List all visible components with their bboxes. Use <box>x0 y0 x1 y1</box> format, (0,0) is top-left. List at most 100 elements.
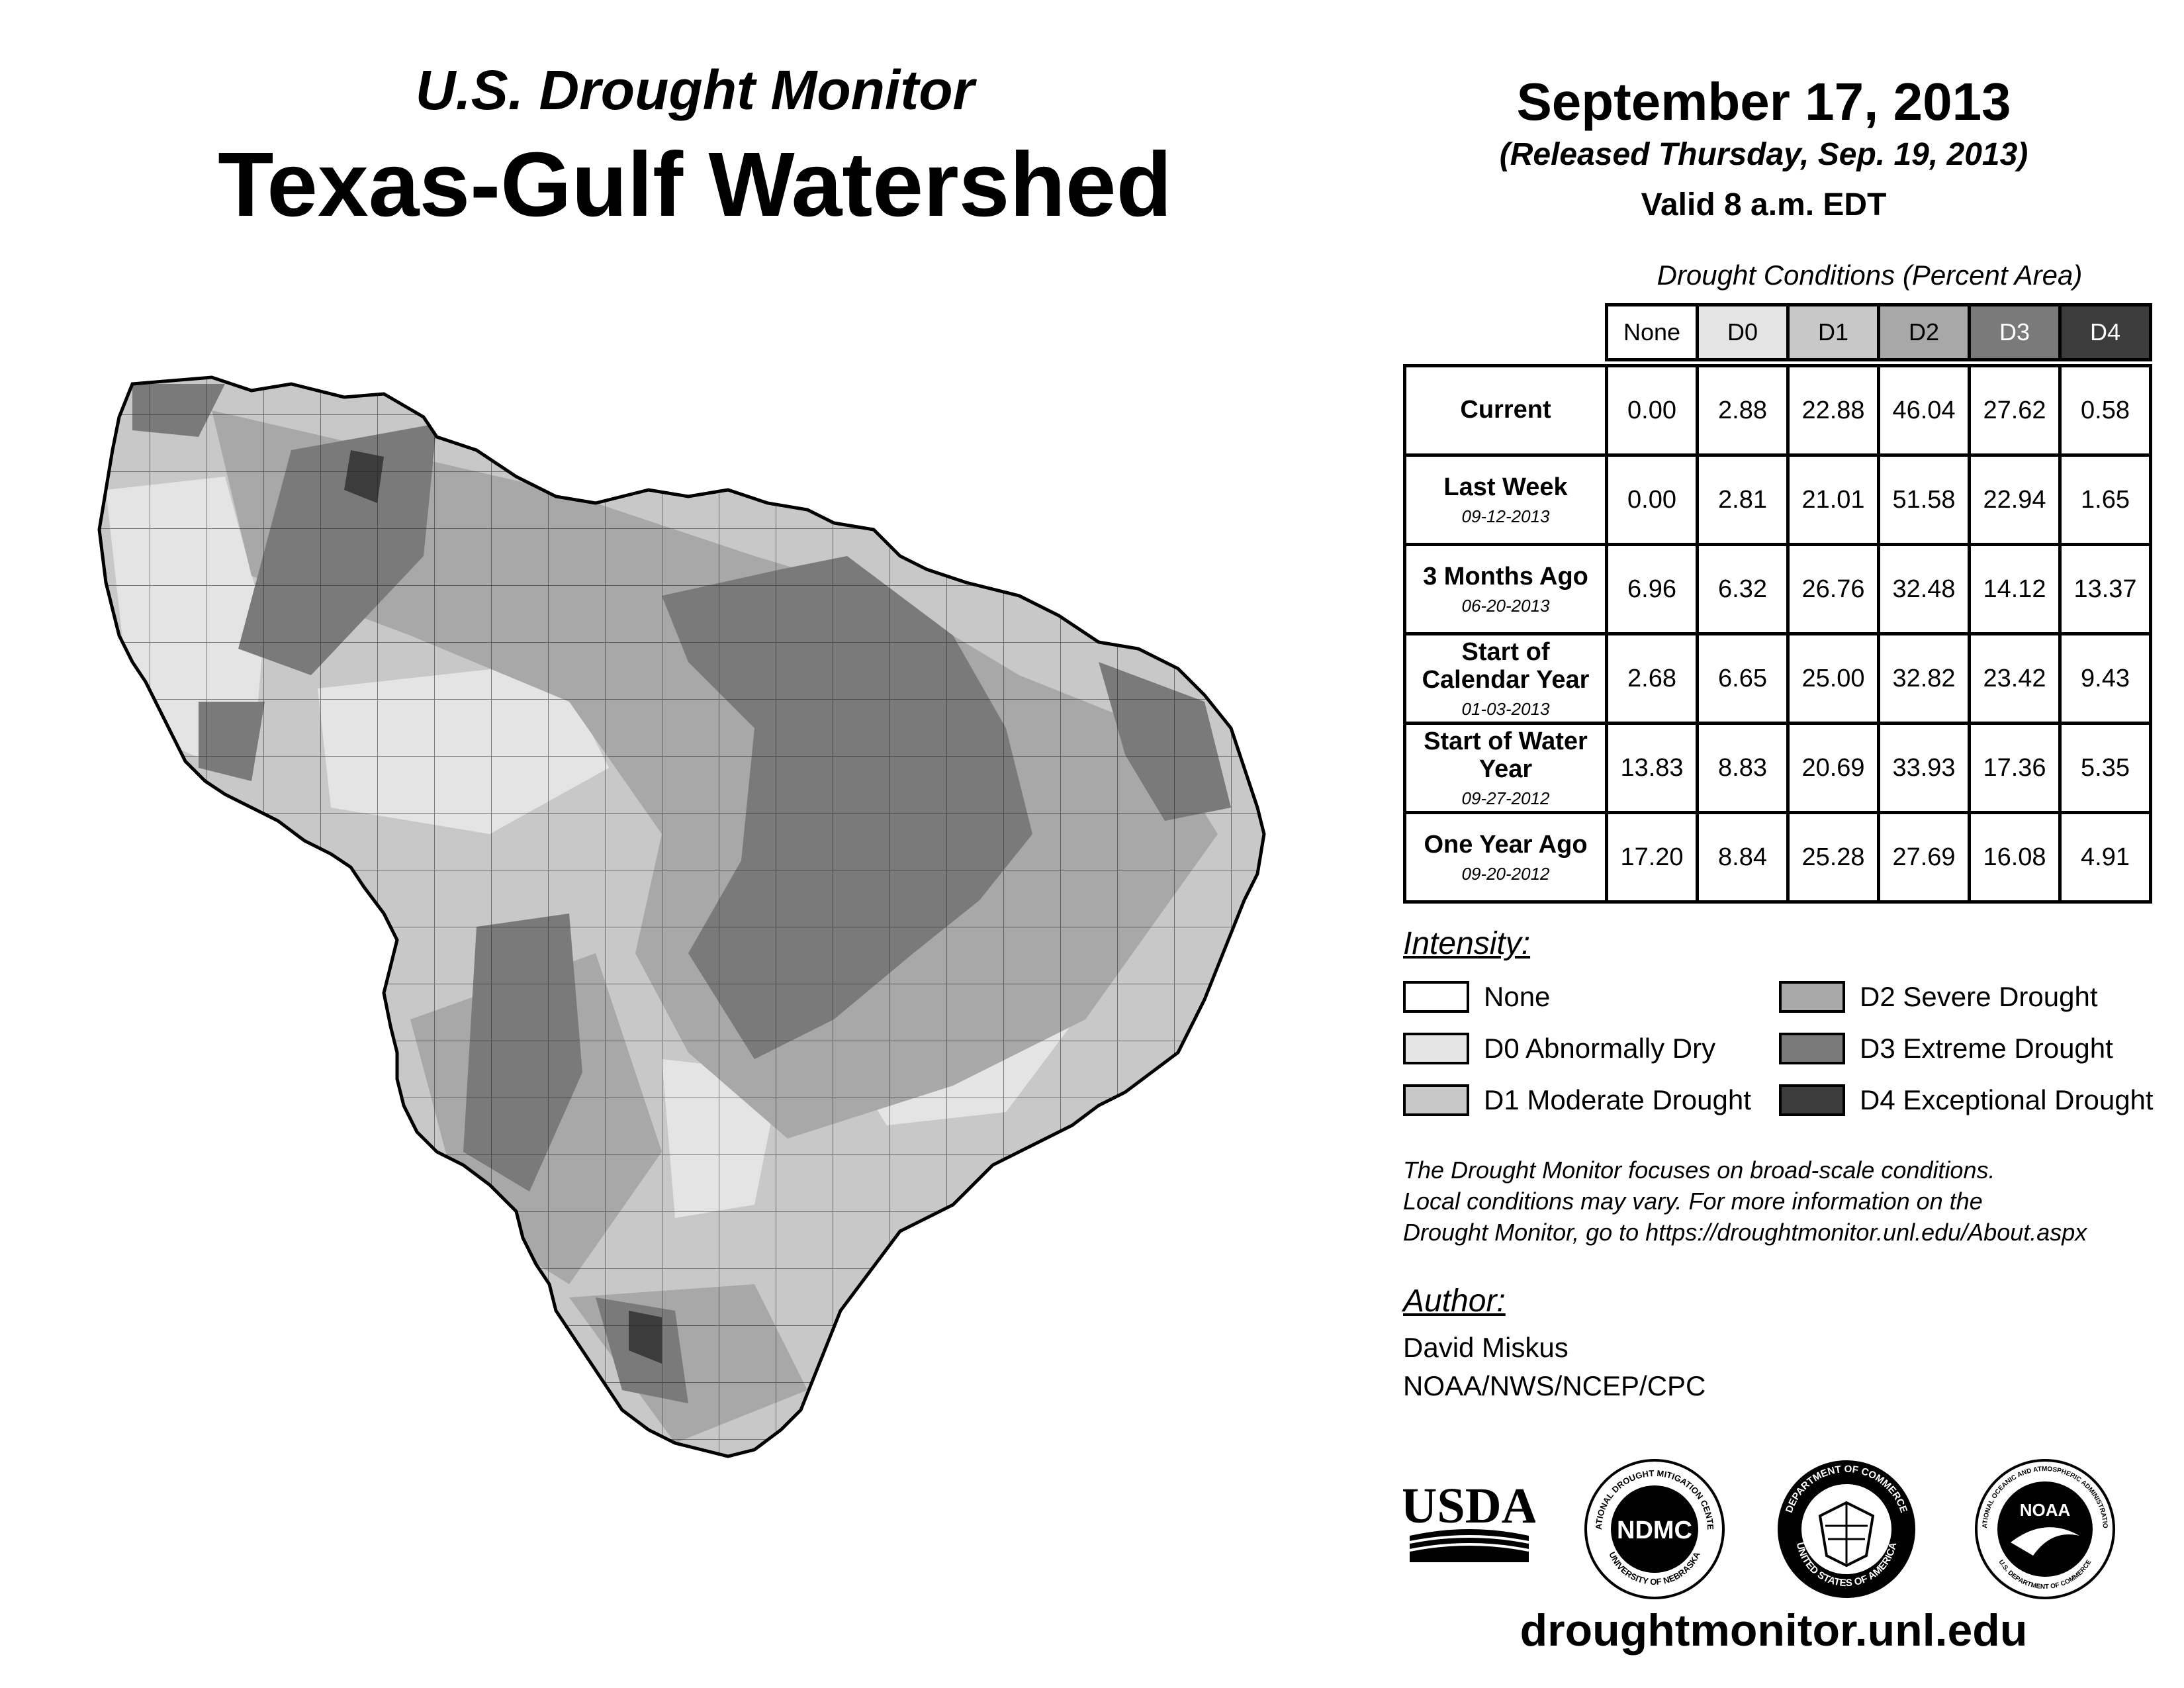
cell-value: 8.83 <box>1696 722 1790 814</box>
cell-value: 33.93 <box>1877 722 1971 814</box>
cell-value: 20.69 <box>1786 722 1880 814</box>
table-header-row: None D0 D1 D2 D3 D4 <box>1405 303 2152 361</box>
legend-label: D0 Abnormally Dry <box>1484 1033 1716 1064</box>
note-line: Local conditions may vary. For more info… <box>1403 1188 1983 1215</box>
cell-value: 25.00 <box>1786 632 1880 725</box>
table-row: 3 Months Ago 06-20-2013 6.96 6.32 26.76 3… <box>1403 543 2152 635</box>
cell-value: 22.88 <box>1786 364 1880 457</box>
drought-conditions-table: None D0 D1 D2 D3 D4 Current 0.00 2.88 22… <box>1403 303 2152 904</box>
row-label-text: Start of Calendar Year <box>1422 637 1590 694</box>
disclaimer-note: The Drought Monitor focuses on broad-sca… <box>1403 1154 2171 1248</box>
table-row: Current 0.00 2.88 22.88 46.04 27.62 0.58 <box>1403 364 2152 457</box>
commerce-seal: DEPARTMENT OF COMMERCE UNITED STATES OF … <box>1778 1460 1915 1598</box>
legend-item-d0: D0 Abnormally Dry <box>1403 1030 1715 1067</box>
map-title: Texas-Gulf Watershed <box>218 134 1172 236</box>
row-date: 06-20-2013 <box>1461 595 1550 616</box>
row-date: 01-03-2013 <box>1461 698 1550 719</box>
cell-value: 5.35 <box>2058 722 2152 814</box>
row-label: Last Week 09-12-2013 <box>1403 453 1608 546</box>
legend-swatch <box>1779 1084 1845 1116</box>
row-date: 09-12-2013 <box>1461 506 1550 526</box>
ndmc-logo: NATIONAL DROUGHT MITIGATION CENTER UNIVE… <box>1582 1456 1725 1599</box>
cell-value: 9.43 <box>2058 632 2152 725</box>
note-line: The Drought Monitor focuses on broad-sca… <box>1403 1156 1995 1184</box>
legend-label: D3 Extreme Drought <box>1860 1033 2113 1064</box>
row-label-text: Start of Water Year <box>1424 727 1588 783</box>
author-name: David Miskus <box>1403 1332 1569 1363</box>
release-date: (Released Thursday, Sep. 19, 2013) <box>1499 137 2028 172</box>
table-corner <box>1405 305 1607 360</box>
agency-logos: USDA NATIONAL DROUGHT MITIGATION CENTER … <box>1403 1450 2144 1609</box>
row-label: 3 Months Ago 06-20-2013 <box>1403 543 1608 635</box>
noaa-logo: NATIONAL OCEANIC AND ATMOSPHERIC ADMINIS… <box>1972 1456 2115 1599</box>
legend-item-none: None <box>1403 978 1550 1015</box>
note-line: Drought Monitor, go to https://droughtmo… <box>1403 1219 2087 1246</box>
cell-value: 2.68 <box>1605 632 1699 725</box>
cell-value: 1.65 <box>2058 453 2152 546</box>
row-label-text: 3 Months Ago <box>1423 562 1588 590</box>
map-date: September 17, 2013 <box>1516 72 2011 131</box>
row-date: 09-20-2012 <box>1461 863 1550 884</box>
cell-value: 26.76 <box>1786 543 1880 635</box>
col-header-d1: D1 <box>1786 303 1880 361</box>
drought-shading <box>99 377 1264 1456</box>
cell-value: 2.81 <box>1696 453 1790 546</box>
cell-value: 4.91 <box>2058 811 2152 904</box>
subtitle: U.S. Drought Monitor <box>415 59 975 121</box>
table-row: Start of Water Year 09-27-2012 13.83 8.83… <box>1403 722 2152 814</box>
cell-value: 27.62 <box>1968 364 2062 457</box>
row-label-text: One Year Ago <box>1424 830 1588 859</box>
table-row: Last Week 09-12-2013 0.00 2.81 21.01 51.5… <box>1403 453 2152 546</box>
cell-value: 0.00 <box>1605 364 1699 457</box>
noaa-logo-text: NOAA <box>2020 1500 2071 1520</box>
cell-value: 14.12 <box>1968 543 2062 635</box>
usda-logo: USDA <box>1403 1478 1535 1562</box>
cell-value: 0.58 <box>2058 364 2152 457</box>
cell-value: 13.37 <box>2058 543 2152 635</box>
col-header-d3: D3 <box>1968 303 2062 361</box>
legend-label: D1 Moderate Drought <box>1484 1084 1751 1115</box>
row-label: Current <box>1403 364 1608 457</box>
intensity-legend: None D0 Abnormally Dry D1 Moderate Droug… <box>1403 978 2184 1137</box>
valid-time: Valid 8 a.m. EDT <box>1641 187 1887 222</box>
table-caption: Drought Conditions (Percent Area) <box>1657 259 2083 291</box>
cell-value: 32.48 <box>1877 543 1971 635</box>
legend-item-d3: D3 Extreme Drought <box>1779 1030 2113 1067</box>
row-label: One Year Ago 09-20-2012 <box>1403 811 1608 904</box>
cell-value: 8.84 <box>1696 811 1790 904</box>
ndmc-logo-text: NDMC <box>1617 1517 1692 1544</box>
legend-item-d4: D4 Exceptional Drought <box>1779 1082 2154 1119</box>
author-org: NOAA/NWS/NCEP/CPC <box>1403 1370 1706 1401</box>
cell-value: 0.00 <box>1605 453 1699 546</box>
cell-value: 17.36 <box>1968 722 2062 814</box>
legend-swatch <box>1403 981 1469 1013</box>
cell-value: 22.94 <box>1968 453 2062 546</box>
cell-value: 23.42 <box>1968 632 2062 725</box>
legend-swatch <box>1779 1033 1845 1064</box>
footer-url[interactable]: droughtmonitor.unl.edu <box>1520 1605 2028 1656</box>
col-header-d2: D2 <box>1877 303 1971 361</box>
legend-item-d2: D2 Severe Drought <box>1779 978 2098 1015</box>
cell-value: 17.20 <box>1605 811 1699 904</box>
legend-item-d1: D1 Moderate Drought <box>1403 1082 1751 1119</box>
cell-value: 6.96 <box>1605 543 1699 635</box>
row-label-text: Current <box>1460 396 1551 424</box>
cell-value: 51.58 <box>1877 453 1971 546</box>
cell-value: 27.69 <box>1877 811 1971 904</box>
table-row: One Year Ago 09-20-2012 17.20 8.84 25.28 … <box>1403 811 2152 904</box>
col-header-d0: D0 <box>1696 303 1790 361</box>
row-label-text: Last Week <box>1443 473 1568 501</box>
legend-label: D2 Severe Drought <box>1860 981 2098 1012</box>
legend-label: None <box>1484 981 1551 1012</box>
legend-swatch <box>1779 981 1845 1013</box>
cell-value: 13.83 <box>1605 722 1699 814</box>
cell-value: 6.65 <box>1696 632 1790 725</box>
col-header-d4: D4 <box>2058 303 2152 361</box>
col-header-none: None <box>1605 303 1699 361</box>
cell-value: 16.08 <box>1968 811 2062 904</box>
row-label: Start of Calendar Year 01-03-2013 <box>1403 632 1608 725</box>
watershed-map-svg <box>97 375 1266 1458</box>
cell-value: 2.88 <box>1696 364 1790 457</box>
row-date: 09-27-2012 <box>1461 788 1550 808</box>
cell-value: 6.32 <box>1696 543 1790 635</box>
